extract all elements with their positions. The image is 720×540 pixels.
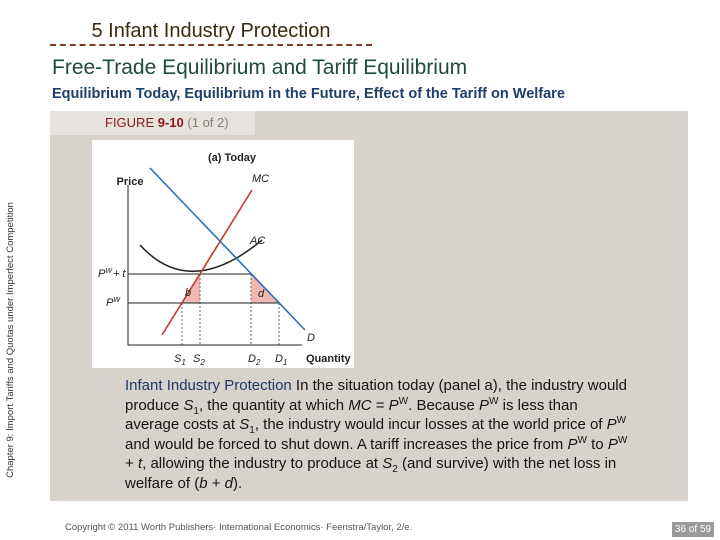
figure-label: FIGURE 9-10 (1 of 2)	[50, 111, 255, 135]
pwt-w: W	[105, 268, 113, 275]
caption-text: to	[586, 435, 608, 453]
caption-sup: W	[398, 395, 409, 407]
slide-subtitle: Equilibrium Today, Equilibrium in the Fu…	[52, 86, 565, 102]
s2-label: S2	[193, 353, 205, 367]
mc-curve	[161, 189, 253, 336]
s1-sub: 1	[181, 358, 185, 367]
caption-symbol: d	[224, 474, 233, 492]
pw-label: PW	[106, 297, 121, 309]
panel-title: (a) Today	[208, 152, 257, 164]
diagram: (a) Today Price Quantity MC AC D PW+ t P…	[92, 140, 354, 368]
ac-curve	[139, 239, 263, 273]
pwt-t: + t	[113, 268, 126, 280]
d2-sub: 2	[255, 358, 261, 367]
d2-label: D2	[248, 353, 261, 367]
caption-symbol: P	[388, 396, 399, 414]
caption-text: ).	[233, 474, 243, 492]
x-axis-label: Quantity	[306, 353, 351, 365]
guides	[181, 274, 280, 345]
caption-text: is less than average costs at	[125, 396, 578, 434]
caption-text: , the quantity at which	[198, 396, 349, 414]
ac-label: AC	[249, 235, 265, 247]
caption-sup: W	[577, 434, 587, 446]
y-axis-label: Price	[117, 176, 144, 188]
caption-symbol: S	[382, 455, 393, 472]
diagram-background	[92, 140, 354, 368]
slide-title: Free-Trade Equilibrium and Tariff Equili…	[52, 56, 468, 79]
caption-symbol: P	[479, 396, 490, 414]
caption-text: In the situation today (panel a), the in…	[125, 377, 627, 414]
caption-symbol: S	[239, 416, 250, 433]
caption-sup: W	[489, 395, 499, 407]
s2-sub: 2	[199, 358, 205, 367]
caption-text: , allowing the industry to produce at	[142, 455, 383, 472]
caption-symbol: t	[137, 455, 143, 472]
caption-symbol: S	[183, 396, 194, 414]
d1-main: D	[275, 353, 283, 365]
caption-lead: Infant Industry Protection	[125, 377, 292, 394]
s1-main: S	[174, 353, 182, 365]
caption-text: . Because	[408, 396, 480, 414]
dashed-rule	[50, 44, 372, 46]
caption-sup: W	[616, 415, 627, 426]
caption-sub: 2	[392, 464, 398, 475]
figure-word: FIGURE	[105, 115, 155, 130]
d2-main: D	[248, 353, 256, 365]
mc-label: MC	[252, 173, 269, 185]
s2-main: S	[193, 353, 201, 365]
chapter-sidebar: Chapter 9: Import Tariffs and Quotas und…	[5, 202, 16, 478]
caption-symbol: P	[606, 416, 617, 433]
caption-sub: 1	[249, 425, 255, 436]
pw-p: P	[106, 297, 114, 309]
caption-symbol: P	[567, 435, 578, 453]
caption-symbol: P	[607, 435, 618, 453]
caption-text: +	[207, 474, 225, 492]
figure-number: 9-10	[157, 115, 184, 130]
demand-curve	[149, 167, 306, 331]
d1-sub: 1	[283, 358, 287, 367]
copyright: Copyright © 2011 Worth Publishers· Inter…	[65, 522, 413, 533]
d1-label: D1	[275, 353, 287, 367]
caption-sub: 1	[193, 405, 199, 417]
axes	[127, 185, 302, 346]
caption-symbol: MC	[348, 396, 372, 414]
demand-label: D	[307, 332, 315, 344]
pw-w: W	[113, 297, 121, 304]
caption-text: and would be forced to shut down. A tari…	[125, 435, 568, 453]
caption-text: , the industry would incur losses at the…	[254, 416, 607, 433]
caption-text: (and survive) with the net loss in welfa…	[125, 455, 617, 492]
caption-sup: W	[617, 434, 628, 446]
caption-text: =	[371, 396, 389, 414]
caption-symbol: b	[199, 474, 208, 492]
pwt-p: P	[98, 268, 106, 280]
pwt-label: PW+ t	[98, 268, 126, 280]
figure-part: (1 of 2)	[187, 115, 229, 130]
s1-label: S1	[174, 353, 186, 367]
caption: Infant Industry Protection In the situat…	[125, 376, 635, 493]
section-title: 5 Infant Industry Protection	[91, 20, 331, 42]
caption-text: +	[125, 455, 138, 472]
area-b-label: b	[185, 287, 191, 299]
page-number: 36 of 59	[672, 522, 714, 537]
area-d-label: d	[258, 288, 265, 300]
